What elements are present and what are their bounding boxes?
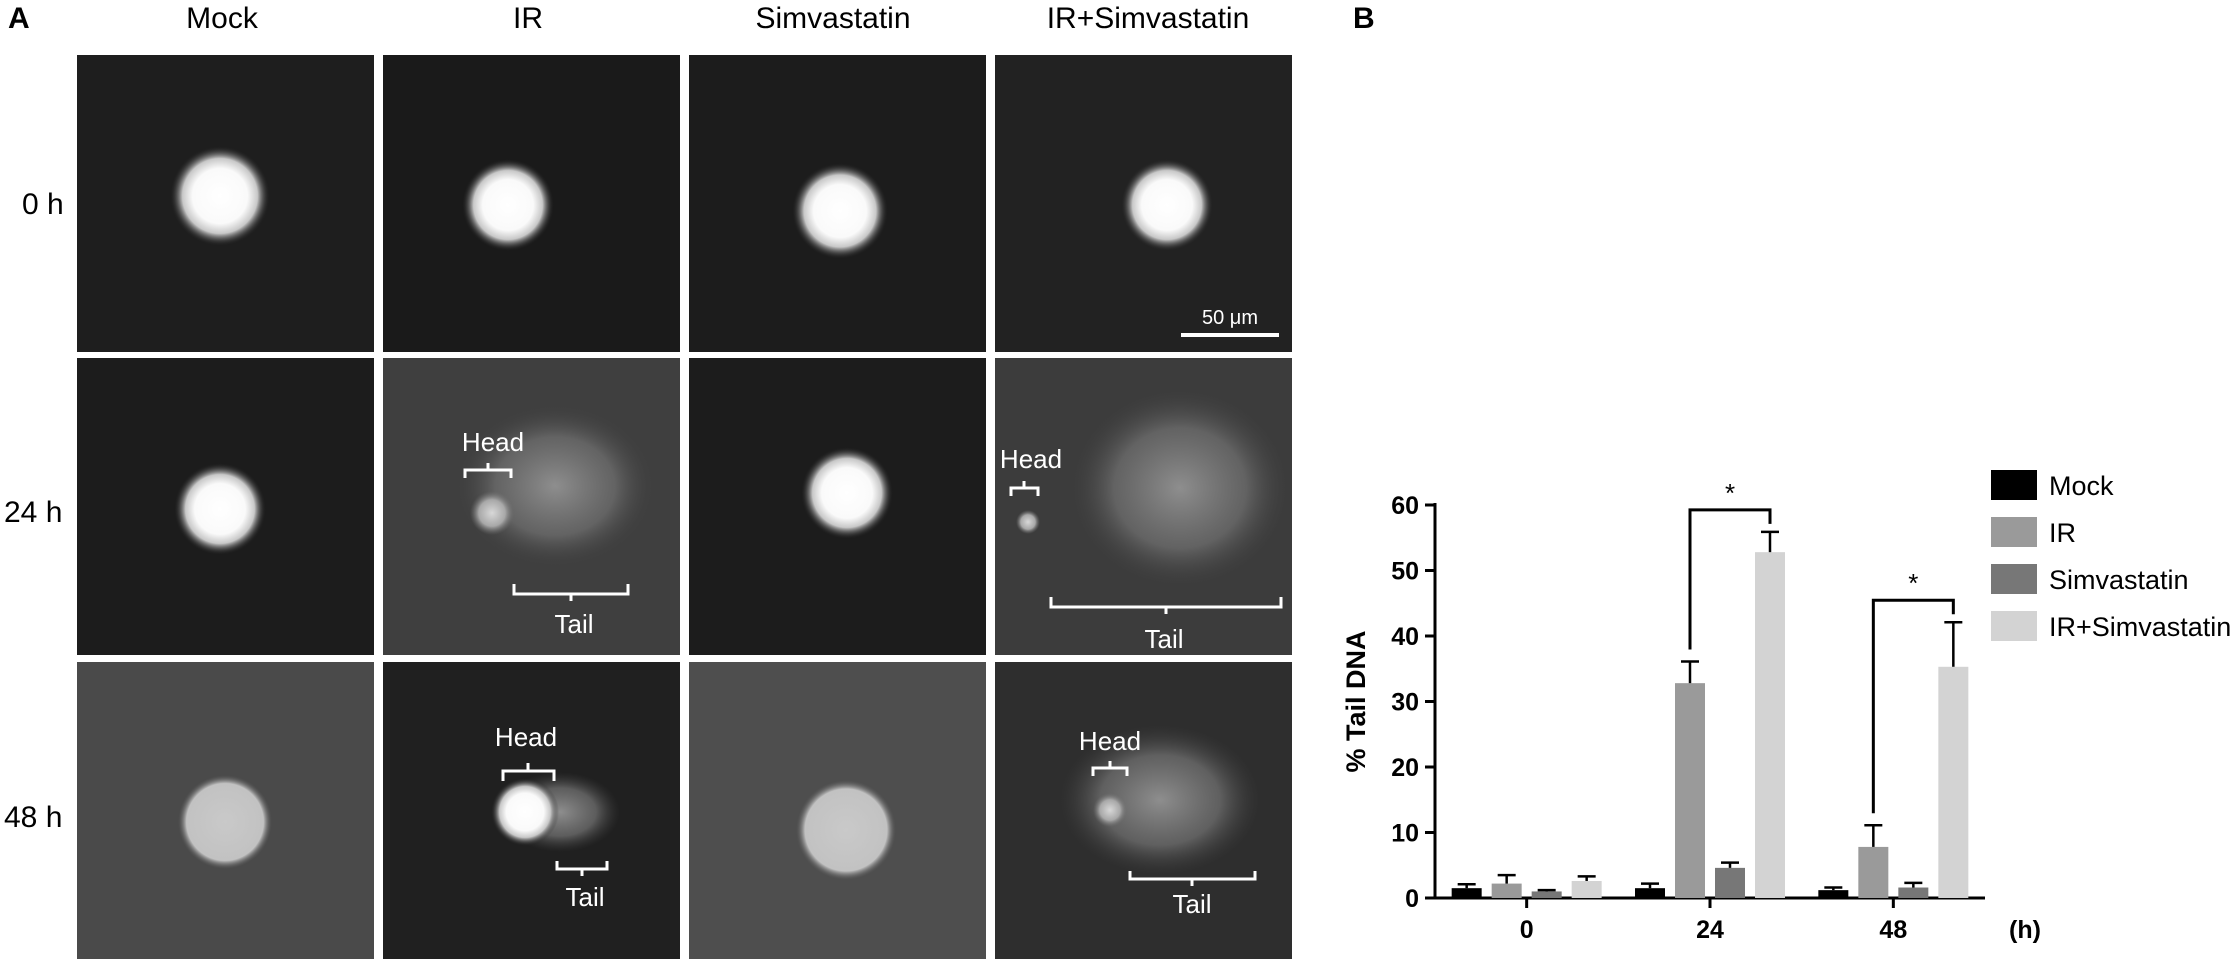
significance-marker: * [1725,478,1735,508]
head-bracket-ir-simvastatin-48h [1091,761,1129,776]
y-tick-label: 40 [1391,623,1419,651]
head-label-ir-48h: Head [495,722,557,752]
bar-ir-48 [1858,846,1889,898]
column-label-ir: IR [513,2,543,35]
row-label-48h: 48 h [4,801,63,834]
legend-swatch-ir [1991,517,2037,547]
tail-label-ir-48h: Tail [565,882,604,912]
comet-assay-micrographs: 50 μm Head Tail Head Tail Head Tail [77,55,1292,959]
tail-bracket-ir-simvastatin-48h [1128,871,1257,886]
bar-ir-0 [1491,883,1522,898]
tail-label-ir-24h: Tail [554,609,593,639]
tail-bracket-ir-24h [512,584,630,601]
y-tick-label: 10 [1391,820,1419,848]
bar-mock-0 [1451,888,1482,898]
tail-bracket-ir-48h [555,861,609,876]
tail-dna-bar-chart: 0 10 20 30 40 50 60 % Tail DNA 0 24 48 (h) * * Mock IR S… [1341,470,2231,944]
row-label-0h: 0 h [22,188,64,221]
head-bracket-ir-24h [463,463,513,478]
bar-ir-simvastatin-48 [1938,666,1969,898]
y-axis-label: % Tail DNA [1341,630,1371,772]
legend-swatch-ir-simvastatin [1991,611,2037,641]
legend-label: Mock [2049,471,2114,501]
tail-label-ir-simvastatin-48h: Tail [1172,889,1211,919]
y-tick-label: 50 [1391,558,1419,586]
bar-simvastatin-0 [1531,891,1562,898]
significance-marker: * [1908,568,1918,598]
head-bracket-ir-48h [501,763,556,781]
tail-bracket-ir-simvastatin-24h [1049,597,1283,614]
head-label-ir-simvastatin-48h: Head [1079,726,1141,756]
scale-bar-label: 50 μm [1202,307,1258,329]
bar-ir-24 [1675,683,1705,898]
panel-b-letter: B [1353,2,1375,35]
bar-mock-24 [1635,888,1665,898]
significance-bracket [1871,598,1955,814]
legend-label: IR+Simvastatin [2049,612,2231,642]
bar-ir-simvastatin-0 [1571,880,1602,898]
head-label-ir-24h: Head [462,427,524,457]
bar-mock-48 [1818,890,1849,898]
column-label-mock: Mock [186,2,258,35]
x-tick-label: 0 [1520,916,1534,944]
bar-simvastatin-24 [1715,867,1745,898]
y-tick-label: 30 [1391,689,1419,717]
tail-label-ir-simvastatin-24h: Tail [1144,624,1183,654]
bar-simvastatin-48 [1898,887,1929,898]
legend-swatch-mock [1991,470,2037,500]
head-bracket-ir-simvastatin-24h [1009,481,1040,496]
legend-label: Simvastatin [2049,565,2189,595]
head-label-ir-simvastatin-24h: Head [1000,444,1062,474]
column-label-ir-simvastatin: IR+Simvastatin [1046,2,1250,35]
y-tick-label: 20 [1391,754,1419,782]
legend-swatch-simvastatin [1991,564,2037,594]
scale-bar [1181,333,1279,337]
row-label-24h: 24 h [4,496,63,529]
panel-a-letter: A [8,2,30,35]
y-tick-label: 0 [1405,885,1419,913]
legend-label: IR [2049,518,2076,548]
significance-bracket [1688,508,1772,650]
x-tick-label: 48 [1879,916,1907,944]
x-tick-label: 24 [1696,916,1724,944]
bar-ir-simvastatin-24 [1755,552,1785,898]
column-label-simvastatin: Simvastatin [755,2,911,35]
x-axis-unit: (h) [2009,916,2041,944]
y-tick-label: 60 [1391,492,1419,520]
